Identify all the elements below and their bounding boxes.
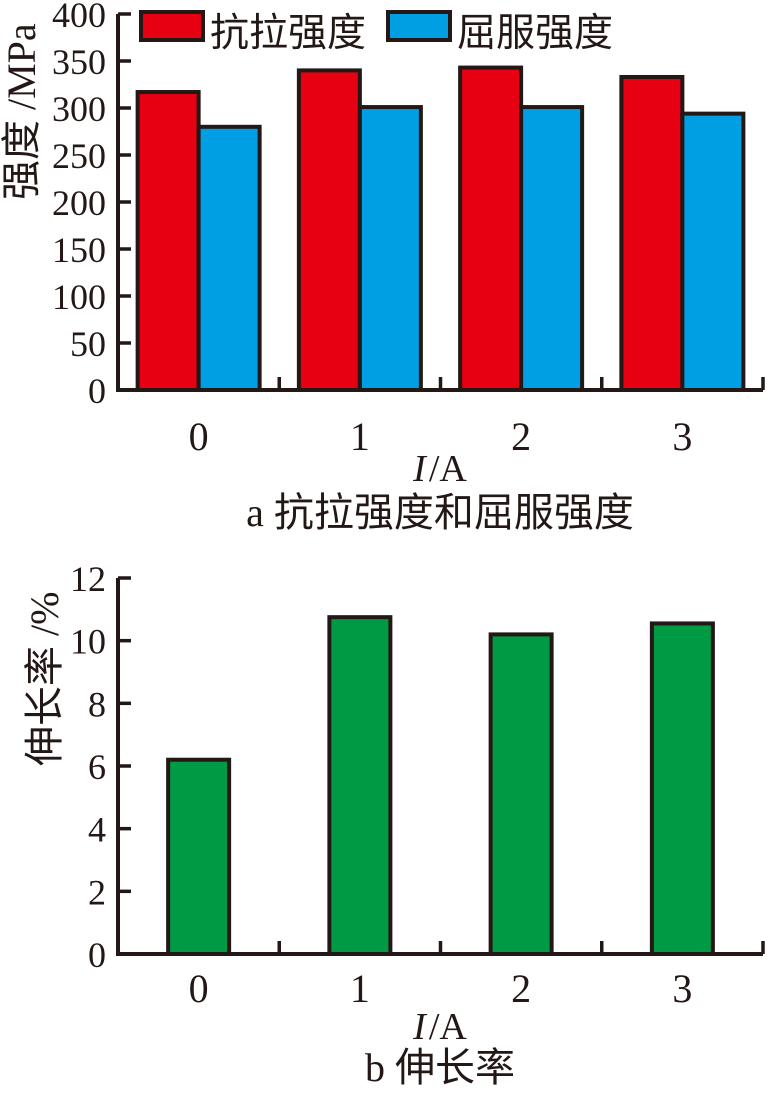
- bar-a-series0-cat3: [619, 74, 685, 392]
- x-tick-label: 2: [511, 414, 531, 459]
- legend-label: 屈服强度: [457, 12, 613, 55]
- legend-swatch: [139, 10, 205, 42]
- x-tick-label: 3: [672, 414, 692, 459]
- x-tick-label: 1: [350, 414, 370, 459]
- y-tick-label: 250: [52, 136, 106, 176]
- bar-a-series1-cat2: [519, 105, 585, 392]
- bar-a-series0-cat0: [135, 90, 201, 393]
- bar-b-series0-cat3: [649, 621, 715, 957]
- y-tick-label: 0: [88, 371, 106, 411]
- chart-b-x-axis-title: I/A: [413, 1008, 467, 1046]
- x-tick-label: 3: [672, 966, 692, 1011]
- chart-b-x-axis-symbol: I: [413, 1006, 426, 1048]
- y-tick-label: 50: [70, 324, 106, 364]
- y-tick-label: 10: [70, 622, 106, 662]
- y-tick-label: 350: [52, 42, 106, 82]
- chart-a-x-axis-title: I/A: [413, 450, 467, 488]
- bar-a-series1-cat1: [357, 105, 423, 392]
- x-tick-label: 0: [189, 414, 209, 459]
- bar-b-series0-cat2: [488, 632, 554, 957]
- x-tick-label: 2: [511, 966, 531, 1011]
- y-tick-label: 0: [88, 935, 106, 975]
- chart-a-caption: a 抗拉强度和屈服强度: [246, 490, 634, 535]
- chart-a-x-axis-symbol: I: [413, 448, 426, 490]
- chart-a-x-axis-unit: /A: [428, 448, 467, 490]
- bar-b-series0-cat0: [166, 757, 232, 956]
- y-tick-label: 200: [52, 183, 106, 223]
- y-tick-label: 4: [88, 810, 106, 850]
- x-tick-label: 0: [189, 966, 209, 1011]
- y-tick-label: 150: [52, 230, 106, 270]
- y-tick-label: 400: [52, 0, 106, 35]
- bar-b-series0-cat1: [327, 615, 393, 957]
- legend-swatch: [386, 10, 452, 42]
- bar-a-series0-cat1: [296, 68, 362, 393]
- x-tick-label: 1: [350, 966, 370, 1011]
- y-tick-label: 300: [52, 89, 106, 129]
- y-tick-label: 8: [88, 684, 106, 724]
- y-tick-label: 6: [88, 747, 106, 787]
- chart-b-x-axis-unit: /A: [428, 1006, 467, 1048]
- y-tick-label: 100: [52, 277, 106, 317]
- y-tick-label: 12: [70, 559, 106, 599]
- bar-a-series0-cat2: [458, 65, 524, 393]
- bar-a-series1-cat3: [680, 111, 746, 392]
- bar-a-series1-cat0: [196, 124, 262, 393]
- legend-label: 抗拉强度: [210, 12, 366, 55]
- y-tick-label: 2: [88, 872, 106, 912]
- chart-b-caption: b 伸长率: [365, 1045, 515, 1090]
